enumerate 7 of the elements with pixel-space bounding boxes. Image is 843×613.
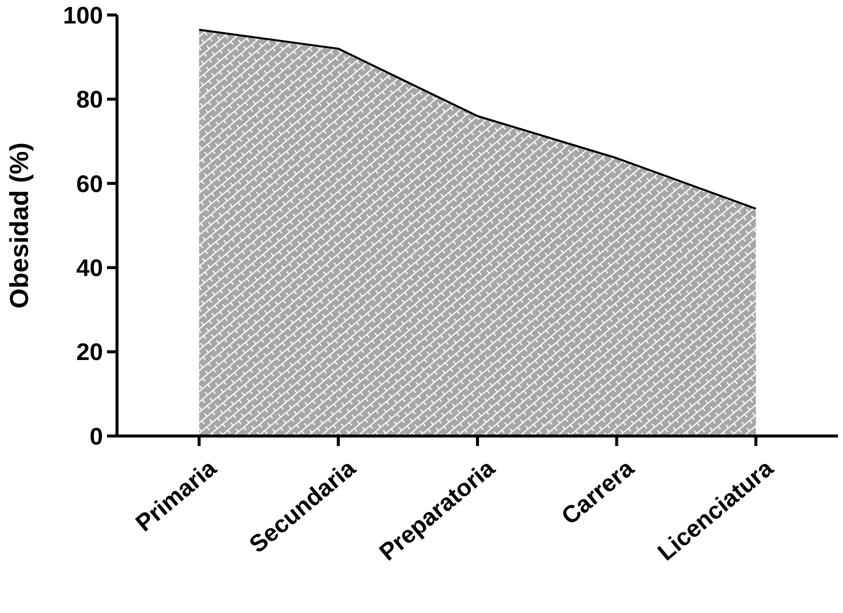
- y-tick-label: 100: [62, 2, 103, 30]
- y-axis-title: Obesidad (%): [4, 142, 34, 309]
- y-tick-label: 80: [76, 86, 103, 114]
- y-tick-label: 20: [76, 339, 103, 366]
- y-tick-label: 0: [90, 423, 103, 450]
- y-tick-label: 40: [76, 255, 103, 282]
- y-tick-label: 60: [76, 170, 103, 198]
